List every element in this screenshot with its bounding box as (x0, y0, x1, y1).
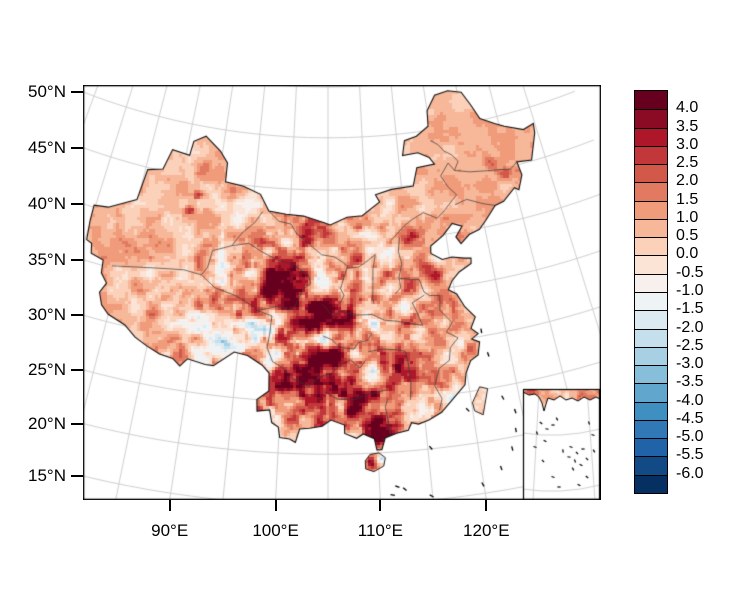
colorbar-tick-label: 2.0 (676, 172, 699, 190)
colorbar-segment (635, 164, 667, 183)
lon-tick-mark (168, 500, 171, 511)
colorbar-segment (635, 401, 667, 420)
lat-tick-label: 25°N (28, 359, 66, 379)
colorbar-tick-label: 0.0 (676, 245, 699, 263)
lat-tick-mark (71, 422, 83, 425)
colorbar-tick-label: -1.5 (676, 300, 704, 318)
lon-tick-label: 90°E (151, 521, 189, 540)
colorbar-tick-label: 3.5 (676, 117, 699, 135)
colorbar-segment (635, 109, 667, 128)
colorbar-segment (635, 438, 667, 457)
lon-tick-mark (274, 500, 277, 511)
lon-tick-label: 110°E (357, 521, 404, 540)
china-anomaly-map-canvas (83, 85, 601, 500)
colorbar-tick-label: -2.5 (676, 336, 704, 354)
colorbar-segment (635, 383, 667, 402)
colorbar-segment (635, 419, 667, 439)
colorbar-tick-label: -5.0 (676, 428, 704, 446)
colorbar-segment (635, 237, 667, 256)
colorbar-tick-label: -4.0 (676, 391, 704, 409)
map-plot (83, 85, 601, 500)
lat-tick-mark (71, 474, 83, 477)
colorbar-segment (635, 346, 667, 366)
colorbar-segment (635, 273, 667, 292)
lat-tick-mark (71, 258, 83, 261)
lat-tick-mark (71, 368, 83, 371)
lon-tick-label: 100°E (252, 521, 299, 540)
lat-tick-label: 15°N (28, 465, 66, 485)
colorbar-tick-label: -5.5 (676, 446, 704, 464)
colorbar (634, 90, 668, 494)
colorbar-segment (635, 127, 667, 146)
colorbar-segment (635, 145, 667, 165)
lon-tick-label: 120°E (463, 521, 510, 540)
colorbar-segment (635, 365, 667, 384)
colorbar-tick-label: -3.5 (676, 373, 704, 391)
lat-tick-label: 50°N (28, 81, 66, 101)
colorbar-segment (635, 255, 667, 274)
colorbar-tick-label: 2.5 (676, 154, 699, 172)
lat-tick-mark (71, 90, 83, 93)
lon-tick-mark (379, 500, 382, 511)
colorbar-segment (635, 328, 667, 347)
colorbar-tick-label: 4.0 (676, 99, 699, 117)
colorbar-segment (635, 218, 667, 238)
lon-tick-mark (485, 500, 488, 511)
colorbar-tick-label: -2.0 (676, 318, 704, 336)
lat-tick-label: 40°N (28, 193, 66, 213)
colorbar-tick-label: -6.0 (676, 464, 704, 482)
colorbar-segment (635, 474, 667, 493)
colorbar-segment (635, 91, 667, 110)
colorbar-segment (635, 292, 667, 311)
colorbar-segment (635, 182, 667, 201)
colorbar-tick-label: 1.5 (676, 190, 699, 208)
lat-tick-mark (71, 202, 83, 205)
colorbar-tick-label: -0.5 (676, 263, 704, 281)
colorbar-segment (635, 310, 667, 329)
lat-tick-mark (71, 146, 83, 149)
colorbar-segment (635, 456, 667, 475)
lat-tick-label: 20°N (28, 413, 66, 433)
colorbar-tick-label: -3.0 (676, 355, 704, 373)
lat-tick-label: 30°N (28, 305, 66, 325)
colorbar-tick-label: 1.0 (676, 208, 699, 226)
colorbar-tick-label: -1.0 (676, 282, 704, 299)
colorbar-tick-label: 0.5 (676, 227, 699, 245)
colorbar-tick-label: -4.5 (676, 409, 704, 427)
lat-tick-mark (71, 314, 83, 317)
lat-tick-label: 35°N (28, 249, 66, 269)
colorbar-tick-label: 3.0 (676, 135, 699, 153)
lat-tick-label: 45°N (28, 137, 66, 157)
colorbar-segment (635, 200, 667, 219)
